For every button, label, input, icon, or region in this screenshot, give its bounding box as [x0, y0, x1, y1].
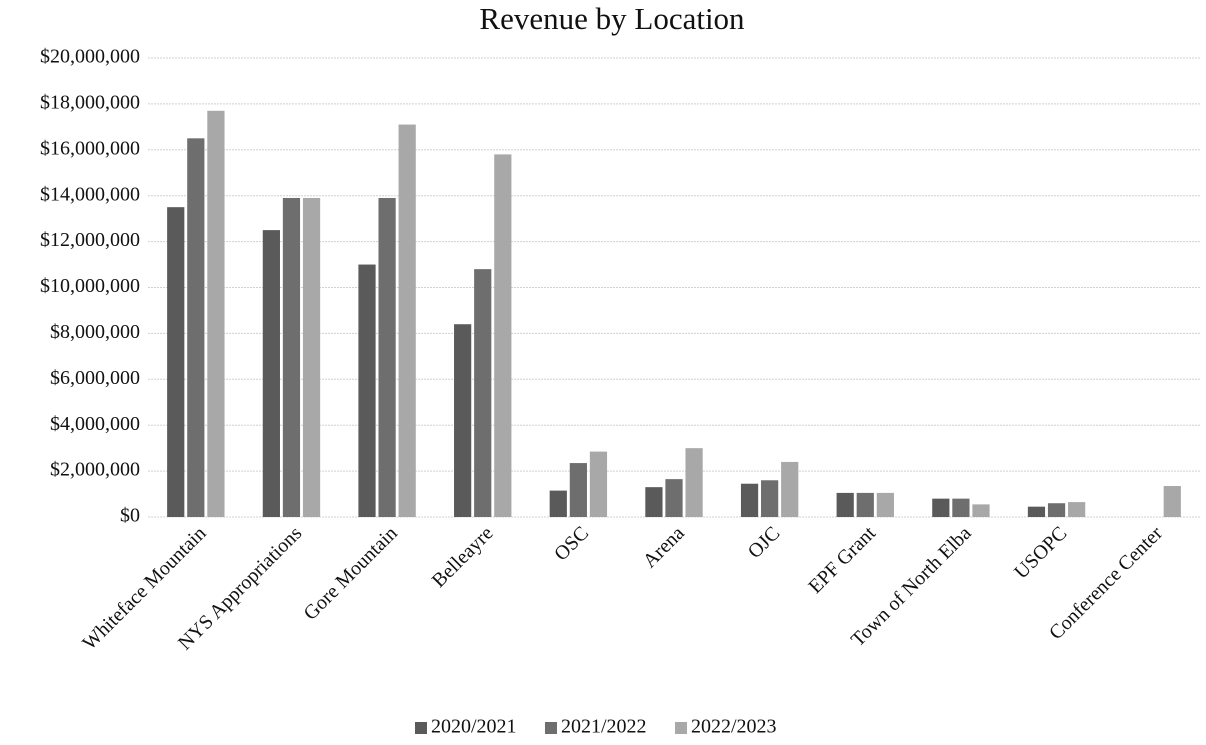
y-tick-label: $12,000,000 [40, 229, 140, 251]
y-tick-label: $6,000,000 [50, 367, 140, 389]
bar [167, 207, 185, 518]
bar [740, 483, 759, 517]
bar [398, 124, 416, 518]
bar [282, 197, 301, 517]
bar [187, 138, 205, 517]
bar [494, 154, 512, 517]
bar [932, 498, 950, 517]
bar [207, 110, 225, 517]
bar [952, 498, 970, 517]
bar [836, 492, 854, 517]
y-tick-label: $10,000,000 [40, 275, 140, 297]
bar [262, 230, 280, 517]
y-tick-label: $14,000,000 [40, 183, 140, 205]
bar [569, 463, 587, 517]
x-tick-label: EPF Grant [804, 522, 880, 598]
x-tick-label: OJC [744, 522, 785, 563]
legend-label: 2021/2022 [561, 716, 647, 738]
y-tick-label: $18,000,000 [40, 91, 140, 113]
bar [781, 461, 799, 517]
bar [1163, 486, 1181, 517]
bar [1027, 506, 1046, 517]
legend-label: 2022/2023 [691, 716, 777, 738]
chart-title: Revenue by Location [479, 1, 745, 36]
x-tick-label: Gore Mountain [300, 522, 402, 624]
bar [454, 324, 472, 517]
legend-label: 2020/2021 [431, 716, 517, 738]
bar [1068, 502, 1086, 517]
bar [972, 504, 990, 517]
x-tick-label: Belleayre [428, 522, 498, 592]
y-tick-label: $2,000,000 [50, 459, 140, 481]
x-tick-label: Arena [639, 522, 689, 572]
bar [645, 487, 663, 517]
x-tick-label: USOPC [1010, 522, 1071, 583]
bar [549, 490, 567, 517]
bar [761, 480, 779, 517]
y-tick-label: $4,000,000 [50, 413, 140, 435]
bar [378, 197, 396, 517]
bar [302, 197, 321, 517]
y-tick-label: $0 [120, 505, 140, 527]
y-tick-label: $20,000,000 [40, 46, 140, 68]
legend-swatch [675, 722, 687, 734]
y-tick-label: $8,000,000 [50, 321, 140, 343]
x-tick-label: OSC [550, 522, 593, 565]
bar [474, 269, 492, 517]
bar [1047, 503, 1066, 517]
bar [589, 451, 608, 517]
legend-swatch [415, 722, 427, 734]
bar [665, 479, 683, 517]
bar [856, 492, 874, 517]
y-tick-label: $16,000,000 [40, 137, 140, 159]
legend-swatch [545, 722, 557, 734]
bar [685, 448, 703, 517]
bar [876, 492, 894, 517]
bar [358, 264, 376, 517]
